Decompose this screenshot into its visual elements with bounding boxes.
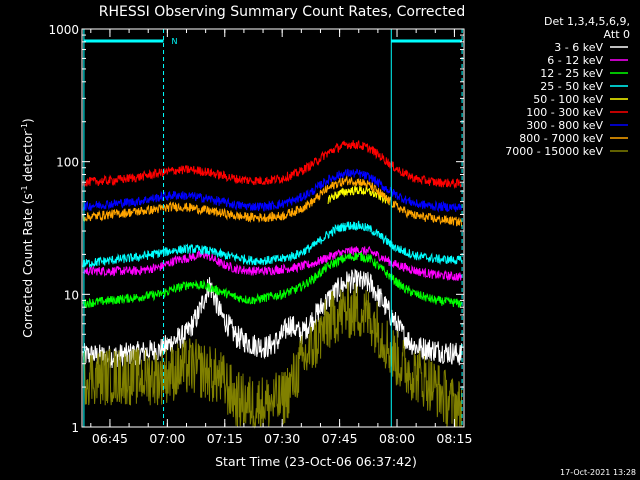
x-tick-label: 07:00 <box>149 431 185 446</box>
series-line-8 <box>82 281 463 429</box>
legend-label: 12 - 25 keV <box>540 67 603 80</box>
series-line-1 <box>82 245 463 282</box>
plot-frame <box>81 28 465 428</box>
y-tick-label: 1000 <box>48 23 79 37</box>
series-line-7 <box>82 175 463 227</box>
y-axis-label: Corrected Count Rate (s-1 detector-1) <box>20 118 35 337</box>
legend-header-attenuator: Att 0 <box>604 28 630 41</box>
legend-label: 300 - 800 keV <box>526 119 603 132</box>
series-line-4 <box>327 184 390 206</box>
legend-label: 50 - 100 keV <box>533 93 603 106</box>
series-lines <box>82 140 463 429</box>
x-tick-label: 07:45 <box>322 431 358 446</box>
y-tick-label: 100 <box>56 156 79 170</box>
footer-date: 17-Oct-2021 13:28 <box>560 468 636 477</box>
series-line-0 <box>82 268 463 369</box>
x-tick-label: 06:45 <box>92 431 128 446</box>
x-tick-label: 08:15 <box>436 431 472 446</box>
x-tick-label: 07:15 <box>207 431 243 446</box>
series-line-6 <box>82 168 463 213</box>
y-tick-label: 1 <box>71 421 79 435</box>
legend-label: 800 - 7000 keV <box>519 132 603 145</box>
legend-label: 3 - 6 keV <box>554 41 603 54</box>
legend-label: 100 - 300 keV <box>526 106 603 119</box>
axis-ticks: 1 10 100 1000 06:45 07:00 07:15 07:30 07:45 08:00… <box>48 23 472 446</box>
x-axis-label: Start Time (23-Oct-06 06:37:42) <box>215 454 417 469</box>
legend-header-detectors: Det 1,3,4,5,6,9, <box>544 15 630 28</box>
legend-label: 25 - 50 keV <box>540 80 603 93</box>
top-bar-label: N <box>172 37 178 46</box>
series-line-3 <box>82 220 463 268</box>
observation-markers: N <box>83 29 463 427</box>
legend-label: 6 - 12 keV <box>547 54 603 67</box>
y-tick-label: 10 <box>64 288 79 302</box>
x-tick-label: 07:30 <box>264 431 300 446</box>
chart-title: RHESSI Observing Summary Count Rates, Co… <box>99 4 465 20</box>
series-line-5 <box>82 140 462 189</box>
legend-label: 7000 - 15000 keV <box>505 145 603 158</box>
series-line-2 <box>82 252 463 309</box>
x-tick-label: 08:00 <box>379 431 415 446</box>
